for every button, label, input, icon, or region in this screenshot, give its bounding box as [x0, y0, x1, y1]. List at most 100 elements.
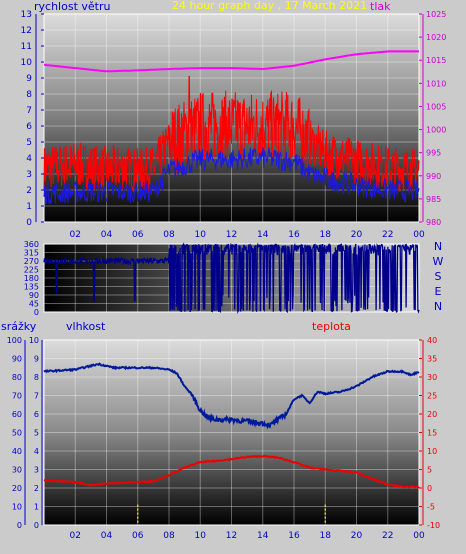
pressure-right-tick-label: 1005 [426, 102, 446, 111]
rain-tick-label: 4 [34, 447, 39, 456]
pressure-right-tick-label: 985 [426, 195, 441, 204]
temperature-label: teplota [312, 320, 351, 333]
humidity-x-tick-label: 12 [226, 531, 237, 541]
pressure-right-tick-label: 980 [426, 218, 441, 227]
rain-label: srážky [1, 320, 37, 333]
wind-left-tick-label: 11 [21, 42, 32, 52]
rain-tick-label: 0 [34, 521, 39, 530]
wind-x-tick-label: 16 [288, 230, 300, 240]
humidity-tick-label: 90 [12, 355, 22, 364]
rain-tick-label: 3 [34, 466, 39, 475]
rain-tick-label: 6 [34, 410, 39, 419]
direction-left-tick-label: 315 [24, 249, 39, 258]
humidity-tick-label: 50 [12, 429, 22, 438]
wind-left-tick-label: 3 [26, 170, 32, 180]
temperature-tick-label: -5 [427, 503, 435, 512]
rain-tick-label: 9 [34, 355, 39, 364]
wind-left-tick-label: 9 [26, 74, 32, 84]
pressure-label: tlak [370, 0, 391, 13]
humidity-x-tick-label: 08 [163, 531, 175, 541]
rain-tick-label: 10 [29, 336, 39, 345]
temperature-tick-label: 20 [427, 410, 437, 419]
wind-left-tick-label: 4 [26, 154, 32, 164]
wind-left-tick-label: 13 [21, 10, 32, 20]
direction-left-tick-label: 270 [24, 257, 39, 266]
pressure-right-tick-label: 990 [426, 172, 441, 181]
wind-left-tick-label: 0 [26, 218, 32, 228]
wind-x-tick-label: 18 [320, 230, 332, 240]
wind-x-tick-label: 20 [351, 230, 363, 240]
humidity-x-tick-label: 22 [382, 531, 393, 541]
temperature-tick-label: 15 [427, 429, 437, 438]
humidity-series [43, 362, 420, 525]
humidity-x-tick-label: 06 [132, 531, 144, 541]
direction-left-tick-label: 0 [34, 308, 39, 317]
humidity-tick-label: 20 [12, 484, 22, 493]
wind-x-tick-label: 04 [101, 230, 113, 240]
humidity-x-tick-label: 14 [257, 531, 269, 541]
temperature-tick-label: 25 [427, 392, 437, 401]
wind-left-tick-label: 10 [21, 58, 33, 68]
humidity-x-tick-label: 18 [320, 531, 332, 541]
wind-speed-label: rychlost větru [34, 0, 110, 13]
rain-tick-label: 1 [34, 503, 39, 512]
humidity-tick-label: 70 [12, 392, 22, 401]
temperature-tick-label: 10 [427, 447, 437, 456]
direction-left-tick-label: 360 [24, 240, 39, 249]
wind-left-tick-label: 7 [26, 106, 32, 116]
humidity-tick-label: 60 [12, 410, 22, 419]
wind-left-tick-label: 6 [26, 122, 32, 132]
direction-left-tick-label: 45 [29, 300, 39, 309]
temperature-tick-label: 40 [427, 336, 437, 345]
wind-left-tick-label: 8 [26, 90, 32, 100]
wind-x-tick-label: 12 [226, 230, 237, 240]
wind-x-tick-label: 14 [257, 230, 269, 240]
wind-x-tick-label: 02 [70, 230, 81, 240]
wind-left-tick-label: 5 [26, 138, 32, 148]
humidity-tick-label: 10 [12, 503, 22, 512]
wind-x-tick-label: 22 [382, 230, 393, 240]
rain-tick-label: 8 [34, 373, 39, 382]
rain-tick-label: 2 [34, 484, 39, 493]
pressure-right-tick-label: 1025 [426, 10, 446, 19]
humidity-tick-label: 30 [12, 466, 22, 475]
direction-compass-label: E [435, 285, 442, 298]
humidity-x-tick-label: 00 [413, 531, 425, 541]
wind-series [43, 50, 420, 205]
wind-x-tick-label: 00 [413, 230, 425, 240]
humidity-x-tick-label: 04 [101, 531, 113, 541]
humidity-tick-label: 100 [7, 336, 22, 345]
temperature-tick-label: 0 [427, 484, 432, 493]
direction-left-tick-label: 225 [24, 266, 39, 275]
humidity-tick-label: 0 [17, 521, 22, 530]
rain-tick-label: 5 [34, 429, 39, 438]
direction-left-tick-label: 180 [24, 274, 39, 283]
temperature-tick-label: 35 [427, 355, 437, 364]
pressure-line [43, 50, 419, 73]
humidity-tick-label: 40 [12, 447, 22, 456]
rain-tick-label: 7 [34, 392, 39, 401]
direction-compass-label: S [435, 270, 442, 283]
chart-title: 24 hour graph day , 17 March 2021 [172, 0, 367, 12]
humidity-line [43, 362, 420, 430]
temperature-tick-label: 30 [427, 373, 437, 382]
pressure-right-tick-label: 1015 [426, 56, 446, 65]
wind-x-tick-label: 08 [163, 230, 175, 240]
humidity-x-tick-label: 10 [195, 531, 207, 541]
direction-left-tick-label: 90 [29, 291, 39, 300]
humidity-label: vlhkost [66, 320, 106, 333]
temperature-tick-label: -10 [427, 521, 440, 530]
humidity-plot-area [43, 339, 420, 526]
direction-series [43, 242, 420, 314]
pressure-right-tick-label: 995 [426, 149, 441, 158]
wind-left-tick-label: 2 [26, 186, 32, 196]
direction-line [43, 242, 420, 314]
wind-left-tick-label: 1 [26, 202, 32, 212]
direction-compass-label: W [433, 255, 444, 268]
direction-left-tick-label: 135 [24, 283, 39, 292]
humidity-x-tick-label: 16 [288, 531, 300, 541]
wind-gust-line [43, 75, 420, 194]
pressure-right-tick-label: 1000 [426, 126, 446, 135]
